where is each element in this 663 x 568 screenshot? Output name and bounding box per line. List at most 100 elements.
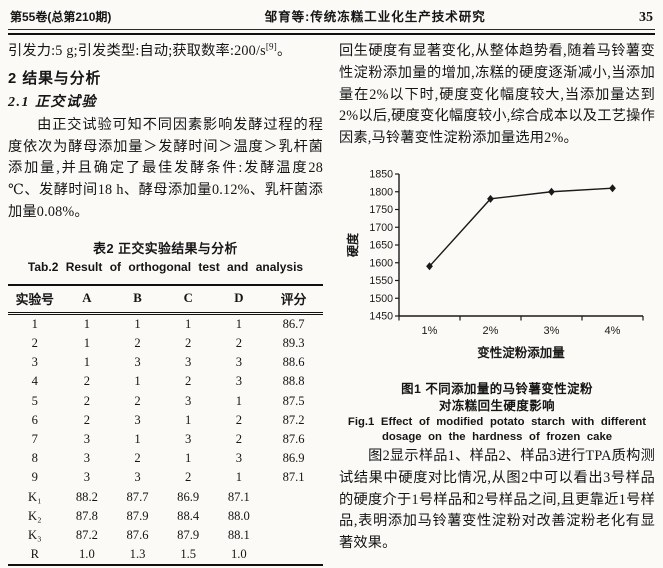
data-point-marker (426, 262, 433, 271)
table-cell: 1 (31, 316, 38, 331)
y-tick-label: 1650 (369, 240, 393, 252)
header-divider (8, 29, 655, 35)
table-cell: 86.9 (282, 451, 305, 466)
y-tick-label: 1550 (369, 275, 393, 287)
x-tick-label: 3% (544, 325, 560, 337)
acquisition-settings-line: 引发力:5 g;引发类型:自动;获取数率:200/s[9]。 (8, 41, 323, 63)
table-row: 9 3 3 2 1 87.1 (8, 468, 323, 487)
table-cell: 87.6 (282, 432, 305, 446)
table-cell: 2 (235, 432, 242, 446)
table-cell: 1.0 (230, 547, 247, 562)
table-row: K₃ 87.2 87.6 87.9 88.1 (8, 526, 323, 545)
table-cell: 6 (31, 412, 38, 427)
table-cell: 3 (83, 470, 91, 485)
table-row: 7 3 1 3 2 87.6 (8, 430, 323, 449)
table-header-row: 实验号 A B C D 评分 (8, 284, 323, 315)
table-cell: K₂ (28, 508, 42, 523)
period: 。 (276, 43, 292, 59)
y-tick-label: 1600 (369, 257, 393, 269)
journal-volume: 第55卷(总第210期) (10, 10, 112, 24)
table-cell: K₁ (28, 489, 42, 504)
table-row: 1 1 1 1 1 86.7 (8, 313, 323, 334)
figure1-svg: 1450 1500 1550 1600 1650 1700 1750 1800 1850 1% 2%… (345, 169, 644, 360)
table-body: 1 1 1 1 1 86.7 2 1 2 2 2 89.3 3 1 3 3 3 88.6 4 2 1 2 3 88.8 5 2 2 3… (8, 313, 323, 565)
table-cell: 88.6 (282, 355, 305, 370)
table-cell: 2 (185, 374, 192, 389)
table-row: K₁ 88.2 87.7 86.9 87.1 (8, 487, 323, 506)
table-cell: 87.7 (126, 489, 149, 504)
data-point-marker (609, 184, 616, 193)
x-tick-label: 4% (605, 325, 621, 337)
y-axis-title: 硬度 (345, 232, 360, 257)
table-cell: 87.1 (282, 470, 305, 485)
table-cell: 86.7 (282, 316, 305, 331)
figure1-caption-en-line2: dosage on the hardness of frozen cake (381, 431, 613, 444)
x-axis-title: 变性淀粉添加量 (477, 345, 565, 360)
table-cell: 87.9 (177, 527, 200, 542)
table-cell: 3 (235, 451, 242, 466)
table-row: 8 3 2 1 3 86.9 (8, 449, 323, 468)
table-cell: 87.2 (75, 527, 98, 542)
table-cell: 2 (31, 336, 38, 351)
table-cell: 87.9 (126, 508, 149, 523)
table-cell: 1.0 (79, 547, 95, 562)
y-tick-label: 1800 (369, 186, 393, 198)
table-cell: 3 (235, 355, 242, 370)
table-cell: 3 (134, 355, 141, 370)
table-cell: 2 (235, 336, 242, 351)
data-point-marker (548, 187, 555, 196)
figure1-line-chart: 1450 1500 1550 1600 1650 1700 1750 1800 1850 1% 2%… (341, 162, 655, 379)
table-cell: 87.1 (227, 489, 250, 504)
table-cell: 1 (83, 355, 91, 370)
left-column: 引发力:5 g;引发类型:自动;获取数率:200/s[9]。 2 结果与分析 2… (8, 41, 323, 567)
orthogonal-test-paragraph: 由正交试验可知不同因素影响发酵过程的程度依次为酵母添加量＞发酵时间＞温度＞乳杆菌… (8, 116, 323, 220)
table-row: K₂ 87.8 87.9 88.4 88.0 (8, 507, 323, 526)
table-cell: 87.8 (75, 508, 98, 523)
table-cell: 2 (134, 393, 141, 408)
table-cell: 87.2 (282, 412, 305, 427)
table-cell: 87.5 (282, 393, 305, 408)
table-cell: 86.9 (177, 489, 200, 504)
table-cell (264, 545, 323, 565)
x-tick-label: 1% (422, 325, 438, 337)
table-row: 6 2 3 1 2 87.2 (8, 411, 323, 430)
table-cell: 1 (134, 316, 141, 331)
running-title: 邹育等:传统冻糕工业化生产技术研究 (264, 10, 486, 24)
tpa-comparison-paragraph: 图2显示样品1、样品2、样品3进行TPA质构测试结果中硬度对比情况,从图2中可以… (339, 447, 655, 552)
table-cell: 3 (83, 432, 91, 446)
table-header-cell: D (213, 284, 265, 315)
table-cell: 3 (235, 374, 242, 389)
x-tick-label: 2% (483, 325, 499, 337)
table-cell: 1 (235, 316, 242, 331)
y-tick-label: 1850 (369, 169, 393, 181)
table-cell: 4 (31, 374, 38, 389)
table-cell: 3 (31, 355, 38, 370)
table-cell (264, 487, 323, 506)
table-cell (264, 507, 323, 526)
table-cell: 1 (134, 374, 141, 389)
y-tick-label: 1700 (369, 222, 393, 234)
table-cell: 3 (134, 470, 141, 485)
table-cell: 1 (185, 451, 192, 466)
table-header-cell: B (112, 284, 163, 315)
table-cell: 5 (31, 393, 38, 408)
table-cell: 2 (83, 374, 91, 389)
y-tick-label: 1450 (369, 311, 393, 323)
table-cell: 3 (83, 451, 91, 466)
table-row: 4 2 1 2 3 88.8 (8, 372, 323, 391)
table-row: 2 1 2 2 2 89.3 (8, 334, 323, 353)
table-cell: 88.1 (227, 527, 250, 542)
page-header: 第55卷(总第210期) 邹育等:传统冻糕工业化生产技术研究 35 (8, 4, 655, 29)
table-row: 3 1 3 3 3 88.6 (8, 353, 323, 372)
y-tick-label: 1750 (369, 204, 393, 216)
table-cell: 1 (185, 316, 192, 331)
table-cell: 3 (185, 393, 192, 408)
figure1-caption-cn-line2: 对冻糕回生硬度影响 (438, 398, 555, 413)
table-cell: 1 (134, 432, 141, 446)
table-cell: 1.3 (129, 547, 146, 562)
table-header-cell: 实验号 (8, 284, 62, 315)
table-cell: 1 (83, 316, 91, 331)
table-cell: 3 (134, 412, 141, 427)
subsection-heading-orthogonal: 2.1 正交试验 (8, 94, 97, 110)
